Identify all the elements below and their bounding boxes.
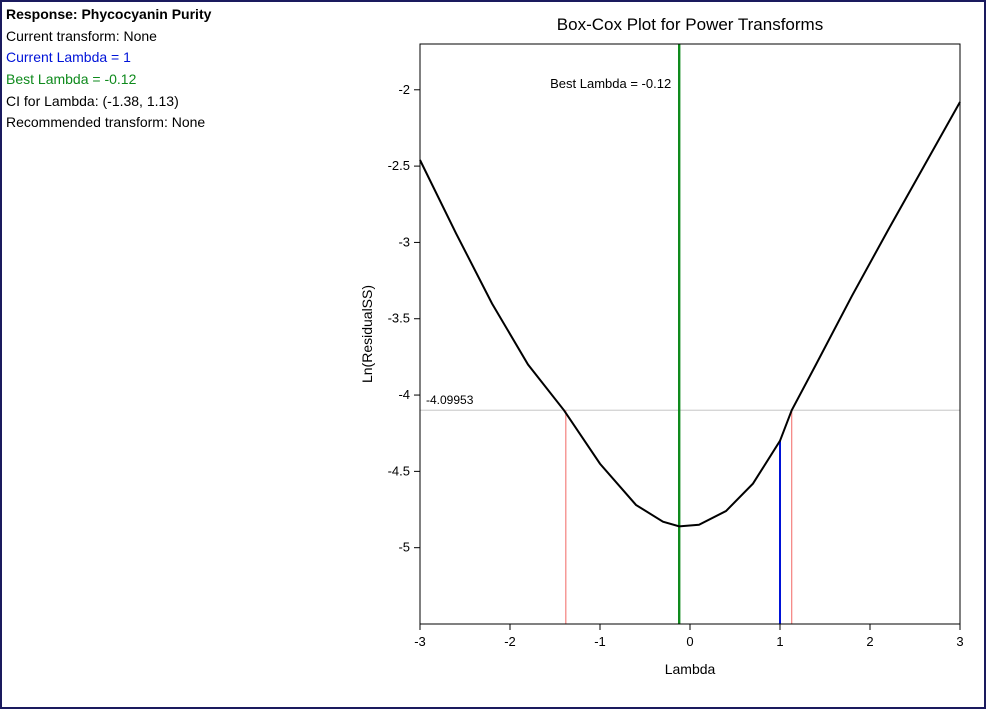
- y-tick-label: -4: [398, 387, 410, 402]
- x-axis-label: Lambda: [665, 661, 716, 677]
- ci-horizontal-label: -4.09953: [426, 393, 474, 407]
- x-tick-label: 3: [956, 634, 963, 649]
- y-tick-label: -4.5: [388, 463, 410, 478]
- y-tick-label: -3: [398, 234, 410, 249]
- y-tick-label: -2: [398, 82, 410, 97]
- best-lambda-text: Best Lambda = -0.12: [6, 69, 211, 91]
- y-tick-label: -3.5: [388, 311, 410, 326]
- current-transform-text: Current transform: None: [6, 26, 211, 48]
- y-tick-label: -2.5: [388, 158, 410, 173]
- y-axis-label: Ln(ResidualSS): [359, 285, 375, 383]
- chart-svg: Box-Cox Plot for Power Transforms -4.0995…: [352, 10, 982, 700]
- recommended-text: Recommended transform: None: [6, 112, 211, 134]
- ci-text: CI for Lambda: (-1.38, 1.13): [6, 91, 211, 113]
- best-lambda-label: Best Lambda = -0.12: [550, 76, 671, 91]
- y-tick-label: -5: [398, 540, 410, 555]
- x-tick-label: -2: [504, 634, 516, 649]
- x-tick-label: 0: [686, 634, 693, 649]
- info-panel: Response: Phycocyanin Purity Current tra…: [6, 4, 211, 134]
- x-tick-label: 2: [866, 634, 873, 649]
- chart-title: Box-Cox Plot for Power Transforms: [557, 15, 823, 34]
- boxcox-chart: Box-Cox Plot for Power Transforms -4.0995…: [352, 10, 982, 700]
- x-tick-label: -1: [594, 634, 606, 649]
- current-lambda-text: Current Lambda = 1: [6, 47, 211, 69]
- x-tick-label: 1: [776, 634, 783, 649]
- x-tick-label: -3: [414, 634, 426, 649]
- plot-area: [420, 44, 960, 624]
- response-title: Response: Phycocyanin Purity: [6, 4, 211, 26]
